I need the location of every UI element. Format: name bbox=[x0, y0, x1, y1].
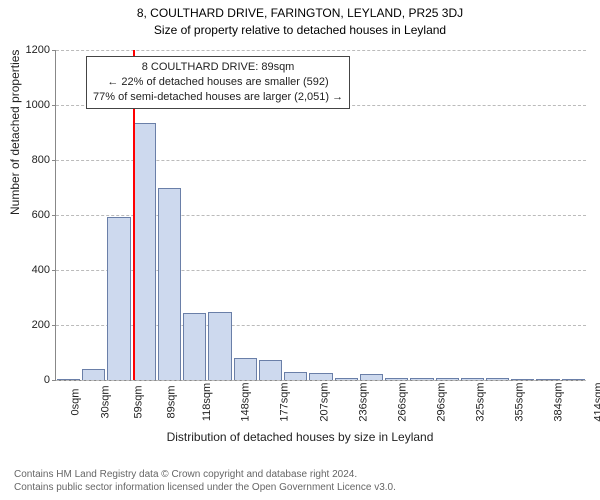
y-tick-label: 200 bbox=[32, 319, 56, 331]
x-labels-group: 0sqm30sqm59sqm89sqm118sqm148sqm177sqm207… bbox=[56, 380, 586, 392]
footer-attribution: Contains HM Land Registry data © Crown c… bbox=[14, 468, 396, 494]
plot-area: 020040060080010001200 0sqm30sqm59sqm89sq… bbox=[55, 50, 586, 381]
x-tick-label: 89sqm bbox=[165, 385, 177, 418]
annotation-line: 77% of semi-detached houses are larger (… bbox=[93, 90, 343, 105]
histogram-bar bbox=[208, 312, 231, 380]
y-tick-label: 1200 bbox=[26, 44, 56, 56]
x-tick-label: 414sqm bbox=[592, 382, 600, 421]
annotation-box: 8 COULTHARD DRIVE: 89sqm← 22% of detache… bbox=[86, 56, 350, 109]
y-tick-label: 600 bbox=[32, 209, 56, 221]
x-axis-label: Distribution of detached houses by size … bbox=[0, 430, 600, 444]
histogram-bar bbox=[259, 360, 282, 380]
histogram-bar bbox=[133, 123, 156, 380]
x-tick-label: 236sqm bbox=[357, 382, 369, 421]
x-tick-label: 148sqm bbox=[240, 382, 252, 421]
histogram-bar bbox=[309, 373, 332, 380]
histogram-bar bbox=[284, 372, 307, 380]
annotation-line: 8 COULTHARD DRIVE: 89sqm bbox=[93, 60, 343, 75]
histogram-bar bbox=[158, 188, 181, 380]
annotation-line: ← 22% of detached houses are smaller (59… bbox=[93, 75, 343, 90]
x-tick-label: 296sqm bbox=[436, 382, 448, 421]
chart-title-sub: Size of property relative to detached ho… bbox=[0, 20, 600, 37]
y-tick-label: 400 bbox=[32, 264, 56, 276]
x-tick-label: 355sqm bbox=[514, 382, 526, 421]
x-tick-label: 266sqm bbox=[396, 382, 408, 421]
y-tick-label: 800 bbox=[32, 154, 56, 166]
x-tick-label: 118sqm bbox=[201, 383, 213, 421]
x-tick-label: 0sqm bbox=[69, 389, 81, 416]
y-tick-label: 0 bbox=[44, 374, 56, 386]
chart-title-main: 8, COULTHARD DRIVE, FARINGTON, LEYLAND, … bbox=[0, 0, 600, 20]
x-tick-label: 325sqm bbox=[475, 382, 487, 421]
histogram-bar bbox=[183, 313, 206, 380]
y-axis-label: Number of detached properties bbox=[8, 50, 22, 215]
footer-line-1: Contains HM Land Registry data © Crown c… bbox=[14, 468, 396, 481]
x-tick-label: 384sqm bbox=[553, 382, 565, 421]
histogram-bar bbox=[82, 369, 105, 380]
x-tick-label: 177sqm bbox=[279, 382, 291, 421]
x-tick-label: 207sqm bbox=[318, 382, 330, 421]
x-tick-label: 59sqm bbox=[132, 385, 144, 418]
y-tick-label: 1000 bbox=[26, 99, 56, 111]
x-tick-label: 30sqm bbox=[99, 385, 111, 418]
footer-line-2: Contains public sector information licen… bbox=[14, 481, 396, 494]
histogram-bar bbox=[234, 358, 257, 380]
histogram-bar bbox=[107, 217, 130, 380]
